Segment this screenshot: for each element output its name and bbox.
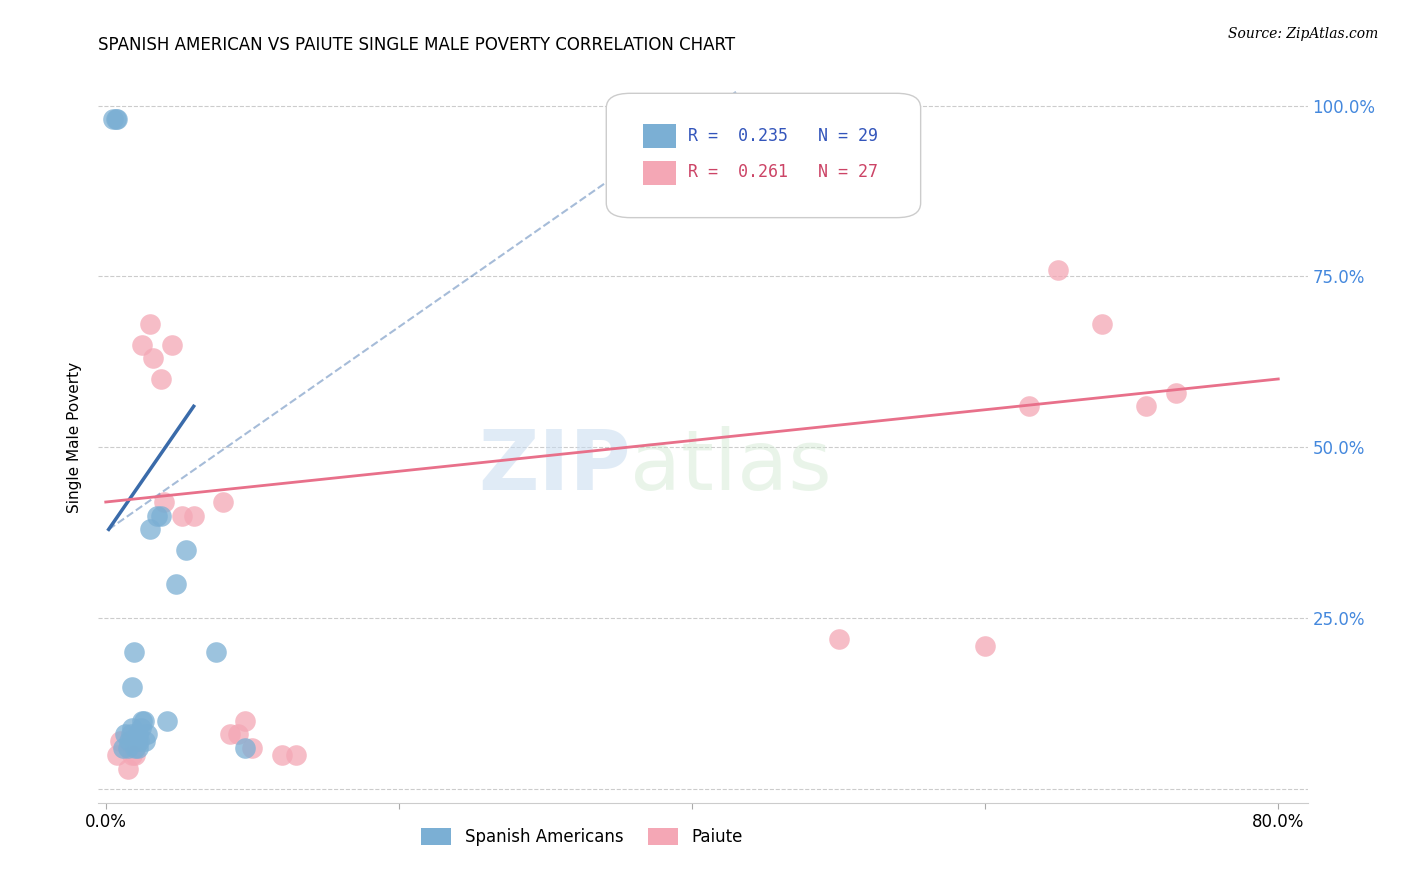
Point xyxy=(121,680,143,694)
Point xyxy=(124,741,146,756)
Point xyxy=(107,112,129,127)
Point xyxy=(114,727,136,741)
Point xyxy=(127,741,149,756)
Bar xyxy=(643,161,676,185)
Point xyxy=(240,741,263,756)
Point xyxy=(1047,262,1070,277)
Point xyxy=(233,741,256,756)
FancyBboxPatch shape xyxy=(606,94,921,218)
Point xyxy=(156,714,179,728)
Point xyxy=(219,727,242,741)
Text: R =  0.261   N = 27: R = 0.261 N = 27 xyxy=(689,163,879,181)
Point xyxy=(120,727,142,741)
Point xyxy=(285,747,308,762)
Point xyxy=(121,721,143,735)
Point xyxy=(176,542,198,557)
Point xyxy=(131,338,153,352)
Point xyxy=(204,645,226,659)
Point xyxy=(131,714,153,728)
Point xyxy=(107,747,129,762)
Point xyxy=(150,372,173,386)
Point xyxy=(183,508,205,523)
Point xyxy=(138,522,160,536)
Point xyxy=(150,508,173,523)
Point xyxy=(1135,400,1157,414)
Point xyxy=(121,747,143,762)
Point xyxy=(233,714,256,728)
Point xyxy=(117,741,139,756)
Point xyxy=(1018,400,1040,414)
Point xyxy=(112,741,135,756)
Text: Source: ZipAtlas.com: Source: ZipAtlas.com xyxy=(1227,27,1378,41)
Point xyxy=(212,495,235,509)
Point xyxy=(135,727,157,741)
Bar xyxy=(643,124,676,148)
Legend: Spanish Americans, Paiute: Spanish Americans, Paiute xyxy=(415,822,749,853)
Text: ZIP: ZIP xyxy=(478,425,630,507)
Point xyxy=(127,727,149,741)
Point xyxy=(134,734,156,748)
Point xyxy=(165,577,187,591)
Point xyxy=(129,721,152,735)
Point xyxy=(146,508,169,523)
Point xyxy=(138,318,160,332)
Point xyxy=(270,747,292,762)
Point xyxy=(101,112,124,127)
Point xyxy=(110,734,132,748)
Point xyxy=(105,112,128,127)
Point xyxy=(118,734,141,748)
Point xyxy=(170,508,193,523)
Point xyxy=(142,351,165,366)
Point xyxy=(160,338,183,352)
Point xyxy=(124,747,146,762)
Point xyxy=(128,734,150,748)
Point xyxy=(226,727,249,741)
Point xyxy=(827,632,849,646)
Point xyxy=(974,639,997,653)
Point xyxy=(1091,318,1114,332)
Text: atlas: atlas xyxy=(630,425,832,507)
Point xyxy=(153,495,176,509)
Point xyxy=(122,645,145,659)
Y-axis label: Single Male Poverty: Single Male Poverty xyxy=(67,361,83,513)
Point xyxy=(1164,385,1187,400)
Text: R =  0.235   N = 29: R = 0.235 N = 29 xyxy=(689,127,879,145)
Point xyxy=(132,714,155,728)
Point xyxy=(125,734,148,748)
Point xyxy=(117,762,139,776)
Text: SPANISH AMERICAN VS PAIUTE SINGLE MALE POVERTY CORRELATION CHART: SPANISH AMERICAN VS PAIUTE SINGLE MALE P… xyxy=(98,36,735,54)
